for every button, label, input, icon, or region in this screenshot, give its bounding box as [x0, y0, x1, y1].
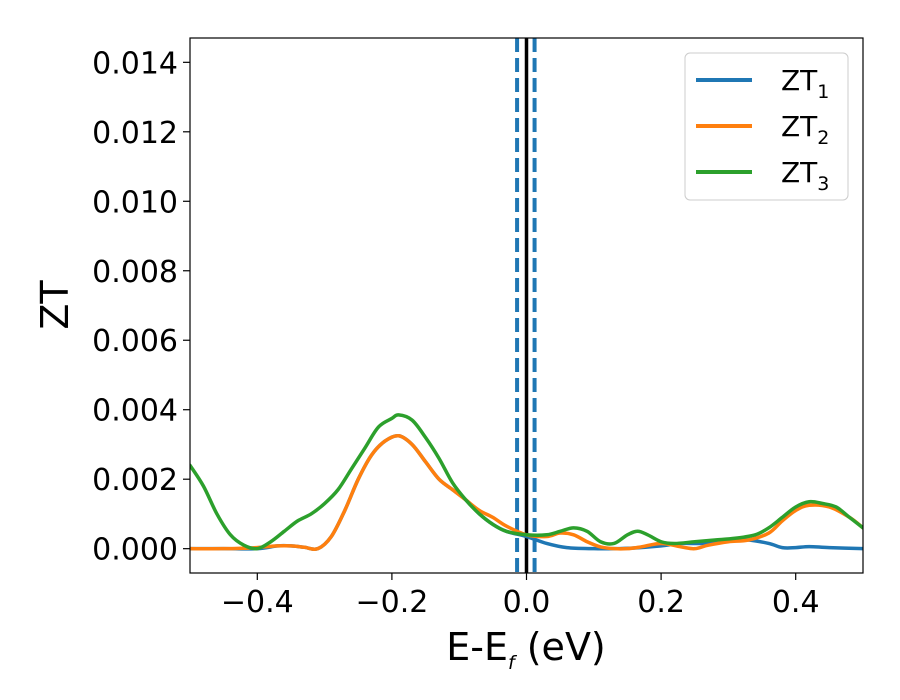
x-axis-label-sub: f: [508, 652, 518, 674]
x-axis-label: E-Ef (eV): [446, 625, 606, 674]
y-axis-label: ZT: [33, 280, 77, 330]
y-axis-ticks: 0.000 0.002 0.004 0.006 0.008 0.010 0.012 0.014: [92, 46, 190, 568]
x-axis-label-rest: (eV): [515, 625, 606, 669]
x-tick-label: 0.4: [772, 585, 820, 620]
x-tick-label: 0.2: [637, 585, 685, 620]
y-tick-label: 0.000: [92, 533, 178, 568]
series-line-3: [190, 413, 863, 551]
x-tick-label: −0.4: [221, 585, 294, 620]
y-tick-label: 0.006: [92, 324, 178, 359]
y-tick-label: 0.014: [92, 46, 178, 81]
legend-label-2: ZT2: [781, 110, 829, 149]
legend-label-main: ZT: [781, 110, 818, 143]
legend-label-1: ZT1: [781, 64, 829, 103]
x-axis-label-main: E-E: [446, 625, 508, 669]
x-axis-ticks: −0.4 −0.2 0.0 0.2 0.4: [221, 573, 820, 620]
legend-label-3: ZT3: [781, 156, 829, 195]
y-tick-label: 0.008: [92, 255, 178, 290]
x-tick-label: −0.2: [355, 585, 428, 620]
legend-label-main: ZT: [781, 64, 818, 97]
y-tick-label: 0.002: [92, 463, 178, 498]
y-tick-label: 0.004: [92, 394, 178, 429]
legend-label-sub: 2: [817, 127, 829, 149]
legend-label-sub: 3: [817, 173, 829, 195]
legend-box: [684, 52, 849, 201]
legend-label-main: ZT: [781, 156, 818, 189]
reference-lines: [515, 38, 537, 573]
series-lines: [190, 413, 863, 552]
y-tick-label: 0.010: [92, 185, 178, 220]
x-tick-label: 0.0: [503, 585, 551, 620]
legend-label-sub: 1: [817, 81, 829, 103]
y-tick-label: 0.012: [92, 116, 178, 151]
